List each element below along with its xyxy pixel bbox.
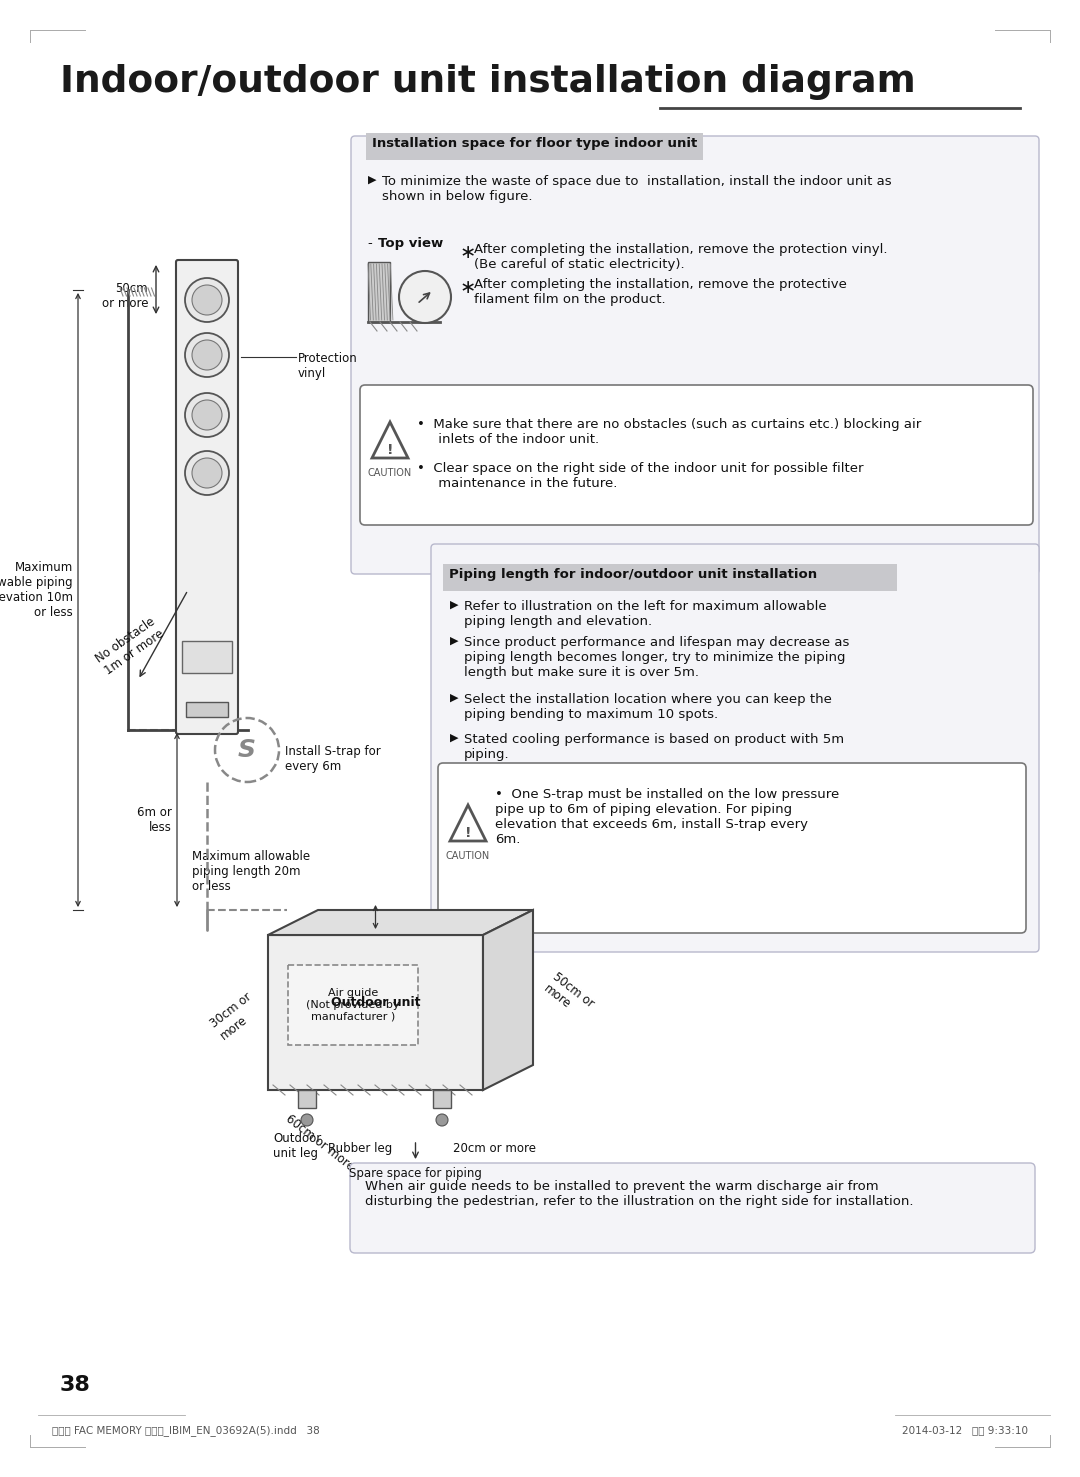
- Text: Piping length for indoor/outdoor unit installation: Piping length for indoor/outdoor unit in…: [449, 569, 818, 580]
- Text: 50cm or
more: 50cm or more: [541, 970, 596, 1022]
- FancyBboxPatch shape: [368, 261, 390, 322]
- Text: Installation space for floor type indoor unit: Installation space for floor type indoor…: [372, 137, 698, 151]
- Circle shape: [192, 340, 222, 371]
- Polygon shape: [288, 964, 418, 1046]
- FancyBboxPatch shape: [360, 385, 1032, 524]
- Text: After completing the installation, remove the protective
filament film on the pr: After completing the installation, remov…: [474, 278, 847, 306]
- Text: 6m or
less: 6m or less: [137, 806, 172, 835]
- Text: !: !: [387, 443, 393, 456]
- Text: Air guide
(Not provided by
manufacturer ): Air guide (Not provided by manufacturer …: [307, 988, 400, 1022]
- Text: Maximum
allowable piping
elevation 10m
or less: Maximum allowable piping elevation 10m o…: [0, 561, 73, 619]
- Text: 2014-03-12   오전 9:33:10: 2014-03-12 오전 9:33:10: [902, 1425, 1028, 1436]
- Text: Refer to illustration on the left for maximum allowable
piping length and elevat: Refer to illustration on the left for ma…: [464, 600, 826, 628]
- Text: ▶: ▶: [450, 693, 459, 703]
- FancyBboxPatch shape: [433, 1090, 451, 1108]
- FancyBboxPatch shape: [186, 702, 228, 716]
- Text: Indoor/outdoor unit installation diagram: Indoor/outdoor unit installation diagram: [60, 64, 916, 100]
- Circle shape: [185, 450, 229, 495]
- Text: Select the installation location where you can keep the
piping bending to maximu: Select the installation location where y…: [464, 693, 832, 721]
- Text: 60cm or more: 60cm or more: [283, 1112, 356, 1173]
- Text: 38: 38: [60, 1375, 91, 1394]
- FancyBboxPatch shape: [351, 136, 1039, 575]
- Text: Spare space for piping: Spare space for piping: [349, 1167, 482, 1180]
- Polygon shape: [483, 910, 534, 1090]
- Text: -: -: [368, 236, 377, 250]
- Text: ▶: ▶: [368, 174, 377, 185]
- Text: 30cm or
more: 30cm or more: [208, 990, 264, 1041]
- Text: No obstacle
1m or more: No obstacle 1m or more: [94, 614, 166, 678]
- Text: After completing the installation, remove the protection vinyl.
(Be careful of s: After completing the installation, remov…: [474, 244, 888, 270]
- Circle shape: [399, 270, 451, 323]
- Circle shape: [185, 278, 229, 322]
- Text: ▶: ▶: [450, 600, 459, 610]
- Text: 50cm
or more: 50cm or more: [102, 282, 148, 310]
- Polygon shape: [450, 805, 486, 840]
- Polygon shape: [268, 935, 483, 1090]
- Text: •  Make sure that there are no obstacles (such as curtains etc.) blocking air
  : • Make sure that there are no obstacles …: [417, 418, 921, 446]
- Text: CAUTION: CAUTION: [446, 851, 490, 861]
- Circle shape: [192, 458, 222, 487]
- Text: 30cm or more: 30cm or more: [380, 910, 463, 923]
- Text: 20cm or more: 20cm or more: [453, 1142, 536, 1155]
- Text: Outdoor unit: Outdoor unit: [330, 995, 420, 1009]
- FancyBboxPatch shape: [298, 1090, 316, 1108]
- Text: Rubber leg: Rubber leg: [328, 1142, 392, 1155]
- FancyBboxPatch shape: [183, 641, 232, 674]
- Text: CAUTION: CAUTION: [368, 468, 413, 479]
- Text: ▶: ▶: [450, 637, 459, 645]
- Text: •  One S-trap must be installed on the low pressure
pipe up to 6m of piping elev: • One S-trap must be installed on the lo…: [495, 789, 839, 846]
- Text: 칠레향 FAC MEMORY 냉난방_IBIM_EN_03692A(5).indd   38: 칠레향 FAC MEMORY 냉난방_IBIM_EN_03692A(5).ind…: [52, 1425, 320, 1436]
- Text: When air guide needs to be installed to prevent the warm discharge air from
dist: When air guide needs to be installed to …: [365, 1180, 914, 1208]
- Circle shape: [185, 332, 229, 377]
- Text: To minimize the waste of space due to  installation, install the indoor unit as
: To minimize the waste of space due to in…: [382, 174, 892, 202]
- Text: ∗: ∗: [460, 278, 476, 297]
- Polygon shape: [372, 422, 408, 458]
- Text: Outdoor
unit leg: Outdoor unit leg: [273, 1131, 321, 1159]
- Text: ∗: ∗: [460, 244, 476, 261]
- FancyBboxPatch shape: [431, 544, 1039, 953]
- Circle shape: [436, 1114, 448, 1125]
- Circle shape: [192, 285, 222, 315]
- Circle shape: [192, 400, 222, 430]
- Text: Protection
vinyl: Protection vinyl: [298, 352, 357, 380]
- Text: S: S: [238, 738, 256, 762]
- Circle shape: [185, 393, 229, 437]
- Text: Top view: Top view: [378, 236, 443, 250]
- FancyBboxPatch shape: [350, 1162, 1035, 1252]
- Text: Since product performance and lifespan may decrease as
piping length becomes lon: Since product performance and lifespan m…: [464, 637, 849, 679]
- Text: •  Clear space on the right side of the indoor unit for possible filter
     mai: • Clear space on the right side of the i…: [417, 462, 864, 490]
- Polygon shape: [268, 910, 534, 935]
- FancyBboxPatch shape: [176, 260, 238, 734]
- Text: Install S-trap for
every 6m: Install S-trap for every 6m: [285, 744, 381, 772]
- Circle shape: [301, 1114, 313, 1125]
- Text: Stated cooling performance is based on product with 5m
piping.: Stated cooling performance is based on p…: [464, 733, 845, 761]
- Text: ▶: ▶: [450, 733, 459, 743]
- Text: !: !: [464, 826, 471, 840]
- FancyBboxPatch shape: [438, 764, 1026, 933]
- FancyBboxPatch shape: [366, 133, 703, 160]
- FancyBboxPatch shape: [443, 564, 897, 591]
- Text: Maximum allowable
piping length 20m
or less: Maximum allowable piping length 20m or l…: [192, 849, 310, 894]
